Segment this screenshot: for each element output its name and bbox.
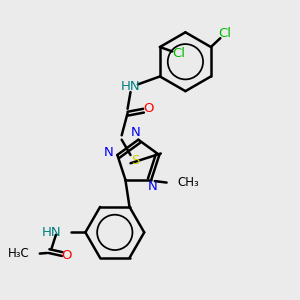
Text: N: N xyxy=(130,126,140,139)
Text: N: N xyxy=(148,181,158,194)
Text: Cl: Cl xyxy=(172,47,185,60)
Text: N: N xyxy=(103,146,113,158)
Text: Cl: Cl xyxy=(218,27,232,40)
Text: HN: HN xyxy=(42,226,62,239)
Text: HN: HN xyxy=(121,80,140,93)
Text: CH₃: CH₃ xyxy=(177,176,199,189)
Text: S: S xyxy=(131,154,139,167)
Text: O: O xyxy=(61,249,71,262)
Text: H₃C: H₃C xyxy=(8,247,29,260)
Text: O: O xyxy=(143,102,153,115)
